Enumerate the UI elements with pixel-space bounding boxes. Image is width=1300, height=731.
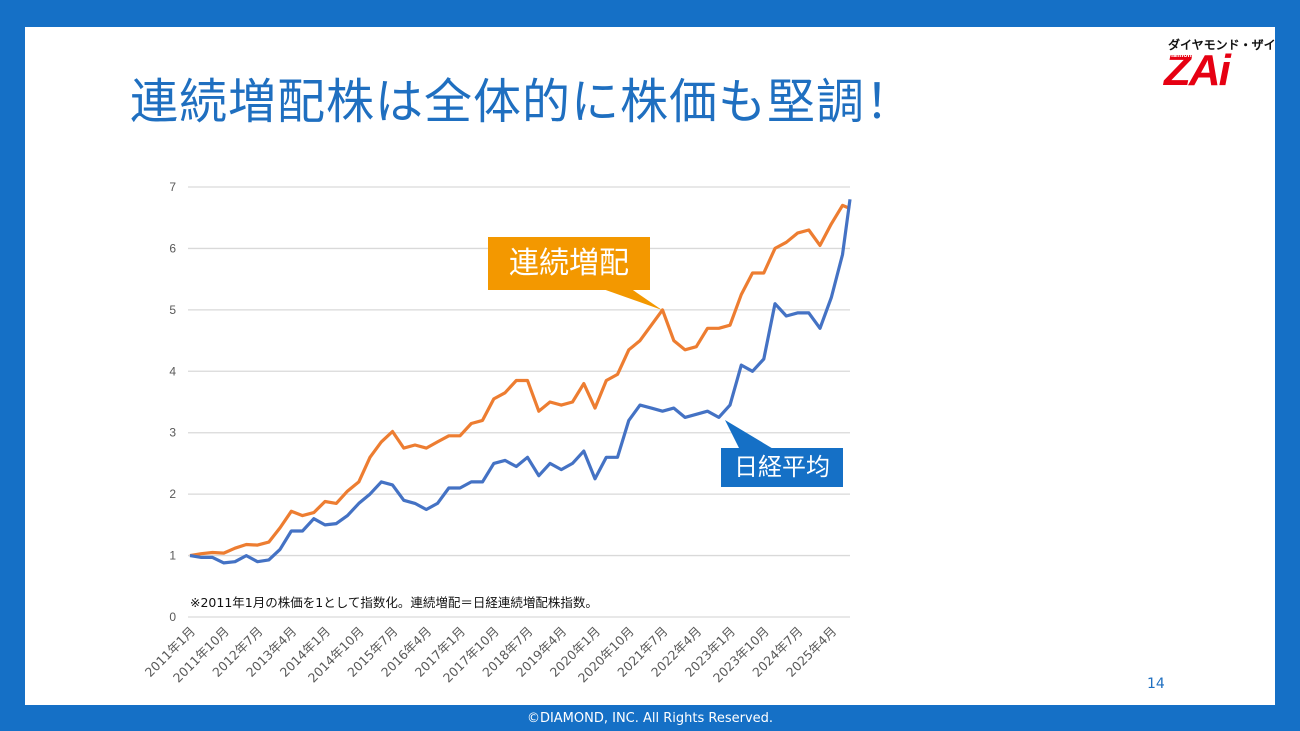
chart-note: ※2011年1月の株価を1として指数化。連続増配＝日経連続増配株指数。 — [190, 595, 598, 610]
y-tick-label: 1 — [169, 549, 176, 563]
logo-main: ZAi — [1164, 46, 1231, 95]
callout-orange-pointer — [600, 288, 662, 310]
y-tick-label: 2 — [169, 487, 176, 501]
y-tick-label: 4 — [169, 364, 176, 378]
slide — [25, 27, 1275, 705]
copyright-footer: ©DIAMOND, INC. All Rights Reserved. — [526, 711, 774, 726]
callout-nikkei: 日経平均 — [721, 448, 843, 487]
slide-title: 連続増配株は全体的に株価も堅調！ — [130, 74, 915, 130]
y-tick-label: 7 — [169, 180, 176, 194]
callout-blue-pointer — [725, 420, 775, 450]
series-line-nikkei — [189, 199, 852, 565]
callout-renzoku-zouhai: 連続増配 — [488, 237, 650, 290]
y-tick-label: 3 — [169, 426, 176, 440]
y-tick-label: 5 — [169, 303, 176, 317]
page-number: 14 — [1147, 676, 1165, 692]
series-line-renzoku-zouhai — [189, 203, 851, 558]
zai-logo: ダイヤモンド・ザイ ZAi Diamond — [1162, 36, 1276, 95]
logo-kana: ダイヤモンド・ザイ — [1168, 38, 1276, 52]
logo-sub: Diamond — [1166, 52, 1197, 59]
y-tick-label: 6 — [169, 241, 176, 255]
y-tick-label: 0 — [169, 610, 176, 624]
